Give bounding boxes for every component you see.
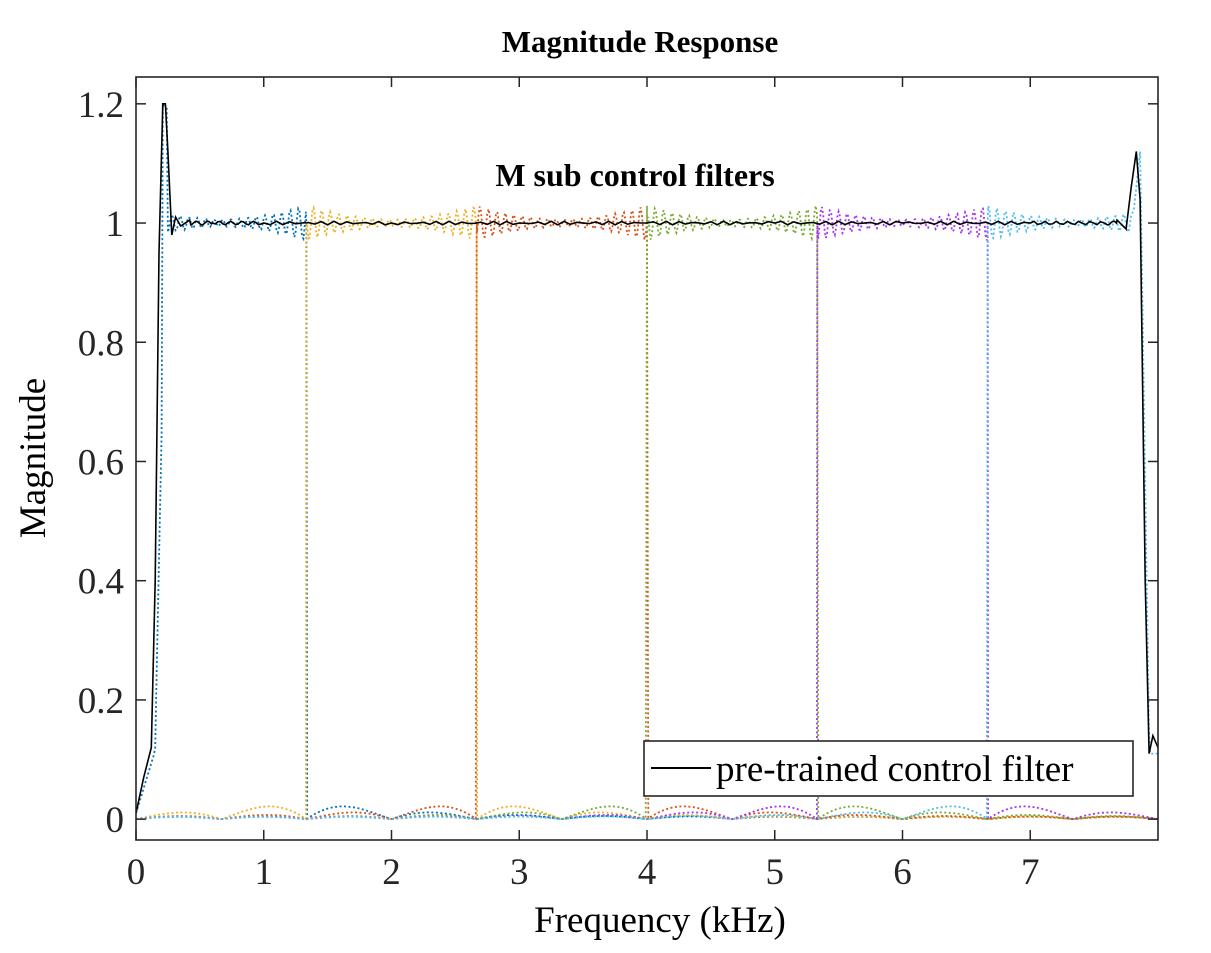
- y-tick-label-5: 1: [106, 204, 125, 245]
- series-line-pre-trained: [136, 103, 1158, 814]
- main-series-group: [136, 103, 1158, 814]
- sub-filter-line-6: [136, 151, 1158, 821]
- x-tick-label-6: 6: [893, 852, 912, 893]
- legend-box: [643, 740, 1134, 797]
- tick-marks: [135, 77, 1158, 840]
- y-tick-label-4: 0.8: [78, 323, 124, 364]
- x-tick-label-1: 1: [255, 852, 274, 893]
- x-tick-label-0: 0: [127, 852, 146, 893]
- x-axis-label: Frequency (kHz): [534, 900, 786, 941]
- legend: pre-trained control filter: [643, 740, 1134, 797]
- x-tick-labels: 0 1 2 3 4 5 6 7: [127, 852, 1040, 893]
- y-tick-label-1: 0.2: [78, 681, 124, 722]
- y-axis-label: Magnitude: [13, 378, 54, 538]
- y-tick-label-6: 1.2: [78, 85, 124, 126]
- y-tick-label-0: 0: [106, 800, 125, 841]
- x-tick-label-4: 4: [638, 852, 657, 893]
- x-tick-label-7: 7: [1021, 852, 1040, 893]
- legend-label-pre-trained: pre-trained control filter: [716, 749, 1074, 790]
- x-tick-label-2: 2: [382, 852, 401, 893]
- y-tick-labels: 0 0.2 0.4 0.6 0.8 1 1.2: [78, 85, 124, 841]
- x-tick-label-3: 3: [510, 852, 529, 893]
- y-tick-label-2: 0.4: [78, 562, 124, 603]
- x-tick-label-5: 5: [766, 852, 785, 893]
- annotation-sub-filters: M sub control filters: [495, 157, 774, 193]
- y-tick-label-3: 0.6: [78, 442, 124, 483]
- chart-title: Magnitude Response: [502, 24, 778, 59]
